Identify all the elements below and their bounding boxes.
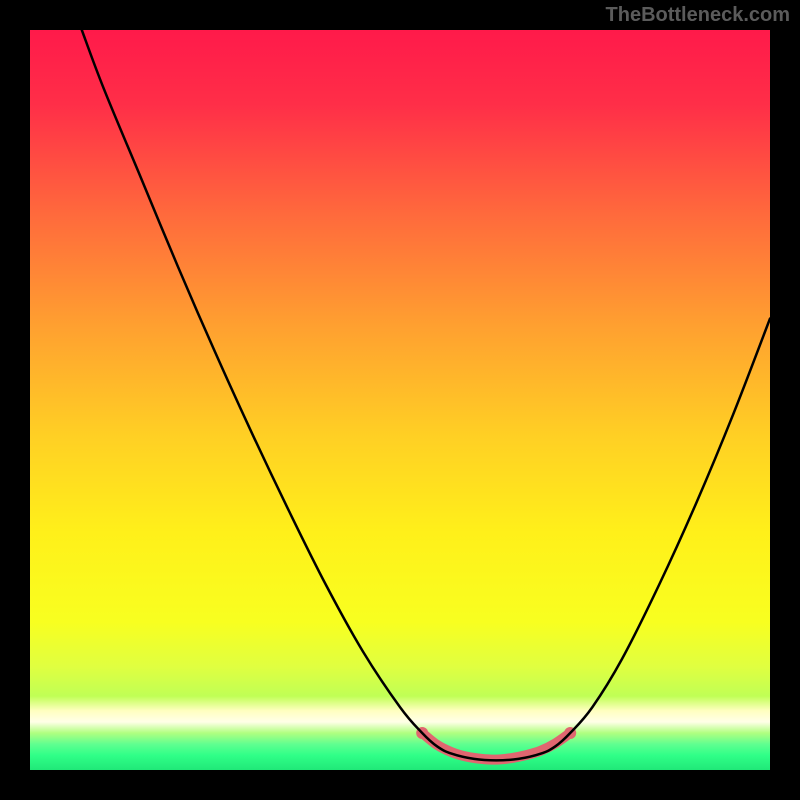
chart-svg — [0, 0, 800, 800]
bottleneck-chart: TheBottleneck.com — [0, 0, 800, 800]
watermark-text: TheBottleneck.com — [606, 4, 790, 27]
